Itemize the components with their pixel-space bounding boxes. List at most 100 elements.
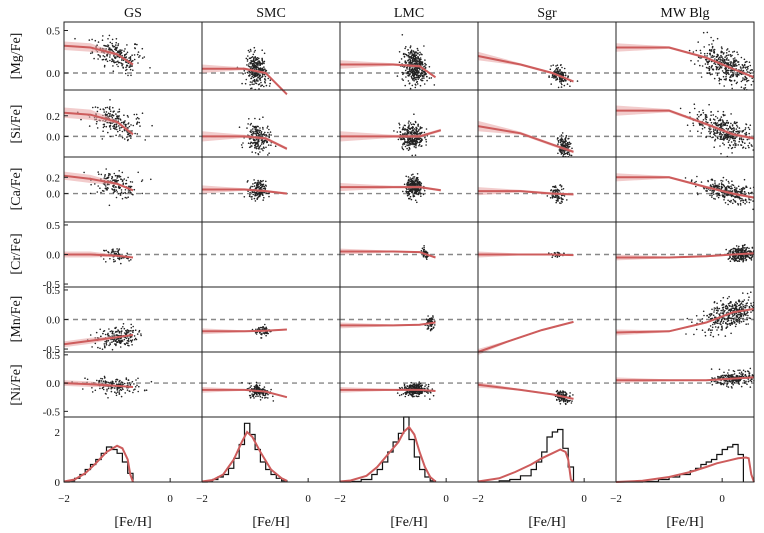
scatter-point	[719, 60, 722, 62]
scatter-point	[118, 50, 120, 52]
scatter-point	[565, 143, 568, 145]
scatter-point	[264, 392, 267, 395]
scatter-point	[566, 401, 569, 404]
scatter-point	[729, 136, 732, 139]
scatter-point	[250, 396, 252, 399]
scatter-point	[257, 144, 260, 146]
panel-sgr-mdf: −2 0	[472, 416, 617, 505]
scatter-point	[693, 107, 696, 110]
scatter-point	[121, 136, 124, 139]
scatter-point	[742, 67, 744, 69]
scatter-point	[719, 58, 722, 60]
panel-gs-ca-fe: 0.00.2	[46, 156, 203, 223]
scatter-point	[750, 199, 752, 201]
scatter-point	[743, 63, 746, 66]
scatter-point	[137, 171, 139, 174]
scatter-point	[731, 184, 733, 186]
scatter-point	[550, 65, 552, 67]
scatter-point	[102, 58, 105, 61]
scatter-point	[413, 146, 416, 148]
scatter-point	[127, 74, 129, 77]
xlabel-smc: [Fe/H]	[252, 515, 289, 530]
scatter-point	[740, 86, 743, 88]
scatter-point	[748, 128, 751, 131]
scatter-point	[138, 331, 140, 333]
panel-smc-mn-fe	[201, 286, 341, 353]
scatter-point	[123, 178, 126, 180]
scatter-point	[720, 46, 723, 48]
scatter-point	[131, 65, 133, 67]
scatter-point	[123, 138, 126, 140]
scatter-point	[103, 375, 106, 378]
scatter-point	[129, 59, 132, 61]
scatter-point	[260, 180, 263, 183]
scatter-point	[723, 60, 726, 62]
panel-lmc-ca-fe	[339, 156, 479, 223]
scatter-point	[409, 46, 412, 49]
scatter-point	[134, 43, 136, 45]
scatter-point	[257, 147, 260, 150]
scatter-point	[724, 72, 726, 74]
panel-frame	[477, 89, 617, 158]
scatter-point	[123, 382, 126, 385]
scatter-point	[266, 141, 268, 144]
scatter-point	[414, 191, 417, 194]
scatter-point	[246, 71, 249, 74]
scatter-point	[418, 138, 421, 141]
scatter-point	[411, 79, 414, 81]
scatter-point	[131, 380, 134, 383]
scatter-point	[566, 199, 568, 201]
scatter-point	[404, 47, 406, 50]
scatter-point	[731, 146, 734, 149]
scatter-point	[251, 395, 254, 397]
scatter-point	[737, 53, 739, 56]
scatter-point	[91, 391, 94, 393]
scatter-point	[721, 134, 724, 136]
scatter-point	[143, 56, 146, 58]
scatter-point	[727, 203, 729, 206]
scatter-point	[117, 339, 120, 342]
scatter-point	[716, 37, 719, 40]
scatter-point	[406, 72, 408, 75]
scatter-point	[729, 54, 731, 56]
mdf-histogram	[64, 446, 134, 483]
scatter-point	[424, 136, 426, 139]
scatter-point	[412, 132, 415, 135]
scatter-point	[415, 51, 417, 54]
scatter-point	[560, 202, 562, 205]
scatter-point	[111, 44, 114, 47]
scatter-point	[414, 199, 417, 202]
panel-frame	[201, 351, 341, 418]
scatter-point	[121, 197, 124, 200]
scatter-point	[407, 184, 410, 187]
scatter-point	[113, 123, 116, 126]
scatter-point	[126, 51, 129, 54]
scatter-point	[130, 74, 132, 77]
scatter-point	[252, 60, 255, 63]
scatter-point	[118, 392, 121, 394]
scatter-point	[560, 194, 563, 197]
scatter-point	[128, 185, 130, 188]
scatter-point	[405, 46, 407, 48]
scatter-point	[711, 68, 714, 71]
scatter-point	[120, 178, 122, 181]
scatter-point	[734, 65, 736, 67]
panel-mw-blg-mg-fe	[615, 21, 755, 91]
scatter-point	[117, 329, 119, 331]
scatter-point	[744, 147, 747, 150]
scatter-point	[261, 49, 264, 51]
scatter-point	[91, 52, 94, 54]
scatter-point	[713, 51, 716, 54]
scatter-point	[408, 178, 410, 181]
scatter-point	[735, 130, 737, 133]
scatter-point	[705, 114, 708, 116]
scatter-point	[720, 66, 723, 69]
scatter-point	[255, 194, 257, 197]
scatter-point	[407, 52, 410, 54]
scatter-point	[404, 129, 406, 131]
scatter-point	[556, 389, 559, 392]
scatter-point	[409, 53, 411, 55]
scatter-point	[113, 190, 116, 193]
scatter-point	[712, 129, 715, 131]
scatter-point	[259, 181, 261, 184]
